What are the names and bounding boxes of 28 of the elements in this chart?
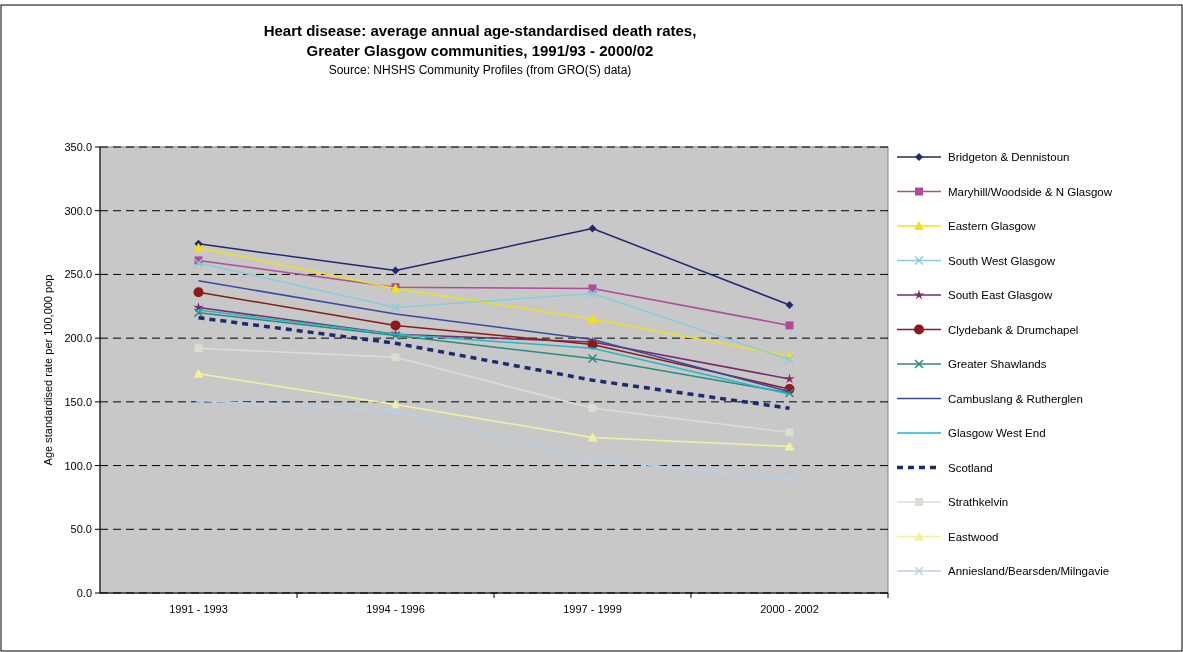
chart-title: Heart disease: average annual age-standardised death rates, Greater Glasgow communities, 1991/93 - 2000/02 (263, 22, 697, 59)
y-tick-label: 50.0 (70, 523, 92, 536)
legend-label: South East Glasgow (948, 289, 1053, 301)
x-tick-label: 1991 - 1993 (169, 603, 228, 615)
y-tick-label: 200.0 (64, 332, 92, 345)
legend-label: Strathkelvin (948, 496, 1009, 508)
x-tick-label: 1997 - 1999 (563, 603, 622, 615)
y-tick-label: 300.0 (64, 204, 92, 217)
legend-label: Clydebank & Drumchapel (948, 323, 1079, 336)
legend-label: Bridgeton & Dennistoun (948, 151, 1070, 163)
legend-label: Scotland (948, 461, 993, 474)
y-axis-title: Age standardised rate per 100,000 pop (42, 274, 54, 466)
y-tick-label: 150.0 (64, 395, 92, 408)
legend-label: Glasgow West End (948, 427, 1046, 439)
y-tick-label: 100.0 (64, 459, 92, 472)
legend-label: Eastwood (948, 530, 999, 543)
legend-label: Maryhill/Woodside & N Glasgow (948, 185, 1113, 198)
chart-subtitle: Source: NHSHS Community Profiles (from GRO(S) data) (328, 63, 632, 77)
legend-label: Greater Shawlands (948, 358, 1047, 370)
legend-label: Eastern Glasgow (948, 220, 1037, 232)
legend-label: Anniesland/Bearsden/Milngavie (948, 565, 1110, 577)
legend-label: South West Glasgow (948, 254, 1056, 267)
y-tick-label: 0.0 (76, 587, 92, 599)
x-tick-label: 2000 - 2002 (760, 603, 819, 615)
legend-label: Cambuslang & Rutherglen (948, 392, 1083, 405)
y-tick-label: 250.0 (64, 268, 92, 281)
x-tick-label: 1994 - 1996 (366, 603, 425, 615)
y-tick-label: 350.0 (64, 141, 92, 153)
